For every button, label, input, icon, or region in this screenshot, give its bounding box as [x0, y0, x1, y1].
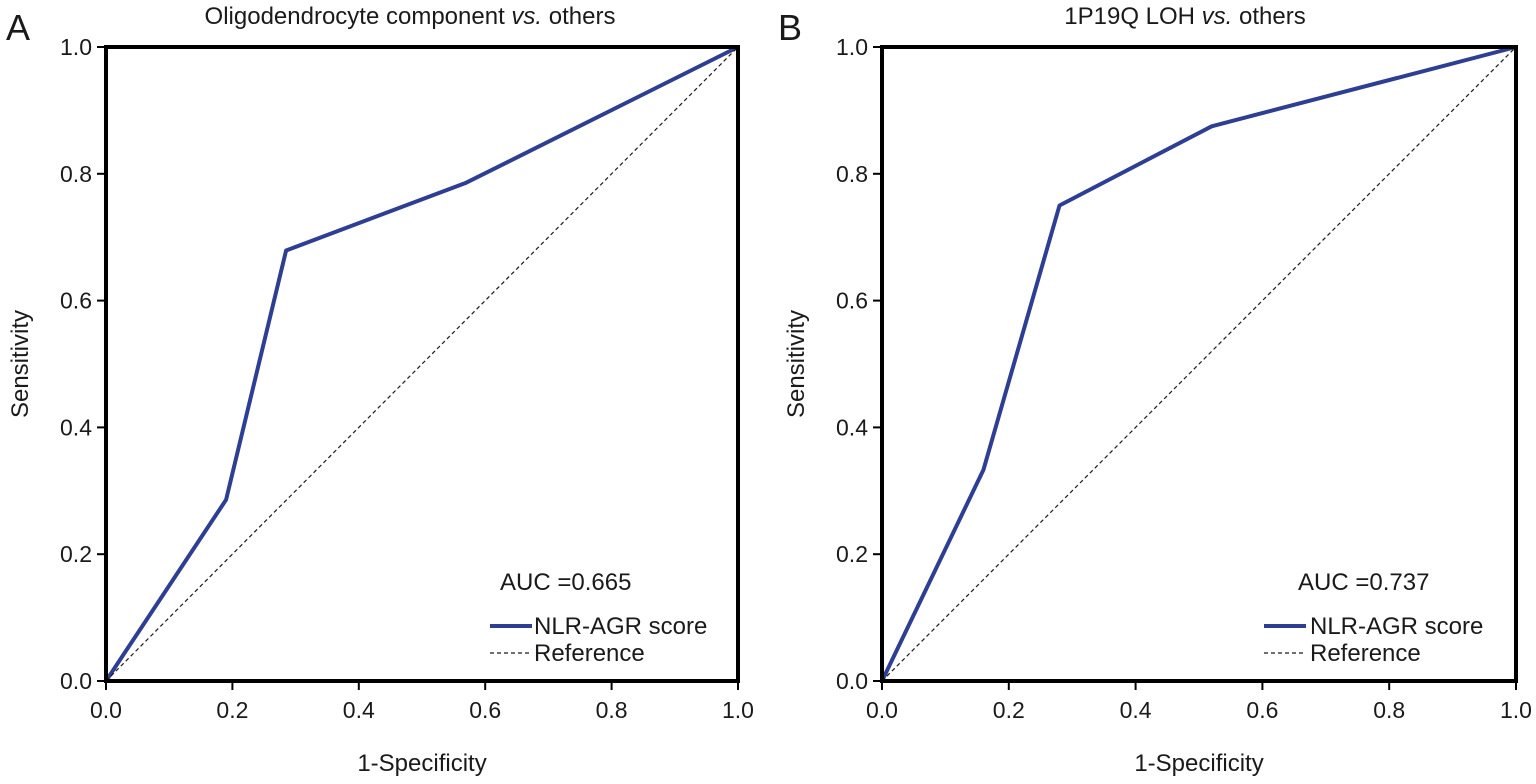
x-axis-label: 1-Specificity: [357, 750, 486, 777]
y-tick-label: 0.8: [60, 161, 92, 187]
x-tick-label: 0.2: [993, 697, 1025, 723]
title-italic-part: vs.: [511, 3, 542, 30]
reference-line: [105, 46, 739, 682]
title-part: others: [1232, 3, 1305, 30]
y-tick-label: 0.0: [60, 668, 92, 694]
y-tick-label: 0.6: [60, 288, 92, 314]
panel-letter: A: [6, 7, 30, 48]
x-tick-label: 0.4: [1120, 697, 1152, 723]
x-tick-label: 0.8: [596, 697, 628, 723]
x-tick-label: 0.0: [866, 697, 898, 723]
plot-frame: [104, 45, 740, 683]
y-tick-label: 0.8: [836, 161, 868, 187]
auc-annotation: AUC =0.737: [1298, 569, 1429, 596]
title-part: 1P19Q LOH: [1064, 3, 1201, 30]
x-tick-label: 0.4: [343, 697, 375, 723]
roc-panel-b: B 1P19Q LOH vs. others 0.0 0.2 0.4 0.6 0.8 1.0 0…: [778, 3, 1532, 777]
title-italic-part: vs.: [1202, 3, 1233, 30]
legend-reference-label: Reference: [1310, 640, 1421, 667]
x-axis-label: 1-Specificity: [1134, 750, 1263, 777]
title-part: others: [542, 3, 615, 30]
legend-curve-label: NLR-AGR score: [534, 613, 707, 640]
roc-panel-a: A Oligodendrocyte component vs. others 0.0…: [6, 3, 754, 777]
x-tick-label: 0.8: [1373, 697, 1405, 723]
panel-letter: B: [778, 7, 802, 48]
y-tick-label: 1.0: [836, 34, 868, 60]
chart-title: Oligodendrocyte component vs. others: [205, 3, 616, 30]
chart-title: 1P19Q LOH vs. others: [1064, 3, 1305, 30]
auc-annotation: AUC =0.665: [500, 569, 631, 596]
roc-curve-line: [880, 45, 1518, 683]
x-tick-label: 1.0: [1500, 697, 1532, 723]
reference-line: [881, 46, 1517, 682]
y-axis-label: Sensitivity: [7, 310, 34, 418]
x-tick-label: 0.2: [216, 697, 248, 723]
x-tick-label: 0.6: [469, 697, 501, 723]
y-tick-label: 0.0: [836, 668, 868, 694]
roc-curve-line: [104, 45, 740, 683]
y-tick-label: 0.2: [60, 541, 92, 567]
x-tick-label: 1.0: [722, 697, 754, 723]
x-tick-label: 0.0: [90, 697, 122, 723]
title-part: Oligodendrocyte component: [205, 3, 512, 30]
y-axis-label: Sensitivity: [783, 310, 810, 418]
y-tick-label: 1.0: [60, 34, 92, 60]
legend-curve-label: NLR-AGR score: [1310, 613, 1483, 640]
x-tick-label: 0.6: [1246, 697, 1278, 723]
plot-frame: [880, 45, 1518, 683]
y-tick-label: 0.4: [836, 414, 868, 440]
y-tick-label: 0.4: [60, 414, 92, 440]
y-tick-label: 0.6: [836, 288, 868, 314]
legend-reference-label: Reference: [534, 640, 645, 667]
y-tick-label: 0.2: [836, 541, 868, 567]
